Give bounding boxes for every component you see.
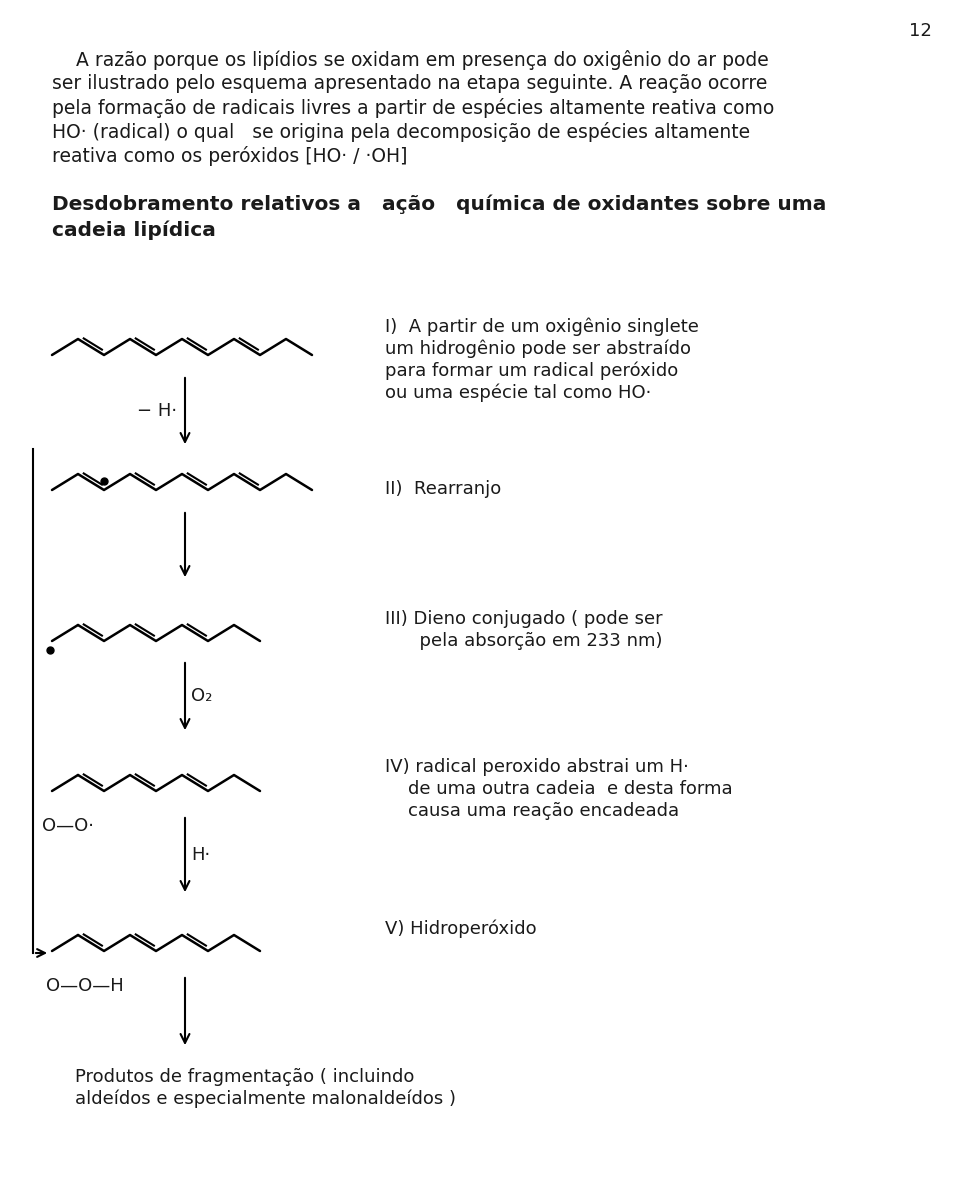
Text: A razão porque os lipídios se oxidam em presença do oxigênio do ar pode: A razão porque os lipídios se oxidam em … bbox=[52, 50, 769, 70]
Text: 12: 12 bbox=[908, 22, 931, 40]
Text: ser ilustrado pelo esquema apresentado na etapa seguinte. A reação ocorre: ser ilustrado pelo esquema apresentado n… bbox=[52, 74, 767, 94]
Text: para formar um radical peróxido: para formar um radical peróxido bbox=[385, 361, 679, 380]
Text: pela formação de radicais livres a partir de espécies altamente reativa como: pela formação de radicais livres a parti… bbox=[52, 98, 775, 118]
Text: causa uma reação encadeada: causa uma reação encadeada bbox=[385, 802, 679, 820]
Text: aldeídos e especialmente malonaldeídos ): aldeídos e especialmente malonaldeídos ) bbox=[75, 1090, 456, 1109]
Text: Desdobramento relativos a   ação   química de oxidantes sobre uma: Desdobramento relativos a ação química d… bbox=[52, 195, 827, 215]
Text: I)  A partir de um oxigênio singlete: I) A partir de um oxigênio singlete bbox=[385, 317, 699, 336]
Text: V) Hidroperóxido: V) Hidroperóxido bbox=[385, 920, 537, 939]
Text: − H·: − H· bbox=[137, 402, 177, 420]
Text: O—O—H: O—O—H bbox=[46, 977, 124, 995]
Text: Produtos de fragmentação ( incluindo: Produtos de fragmentação ( incluindo bbox=[75, 1068, 415, 1086]
Text: pela absorção em 233 nm): pela absorção em 233 nm) bbox=[385, 632, 662, 650]
Text: H·: H· bbox=[191, 846, 210, 864]
Text: ou uma espécie tal como HO·: ou uma espécie tal como HO· bbox=[385, 382, 652, 402]
Text: O—O·: O—O· bbox=[42, 817, 94, 835]
Text: HO· (radical) o qual   se origina pela decomposição de espécies altamente: HO· (radical) o qual se origina pela dec… bbox=[52, 122, 750, 141]
Text: O₂: O₂ bbox=[191, 687, 212, 705]
Text: III) Dieno conjugado ( pode ser: III) Dieno conjugado ( pode ser bbox=[385, 610, 662, 628]
Text: um hidrogênio pode ser abstraído: um hidrogênio pode ser abstraído bbox=[385, 339, 691, 357]
Text: cadeia lipídica: cadeia lipídica bbox=[52, 221, 216, 241]
Text: de uma outra cadeia  e desta forma: de uma outra cadeia e desta forma bbox=[385, 781, 732, 799]
Text: reativa como os peróxidos [HO· / ·OH]: reativa como os peróxidos [HO· / ·OH] bbox=[52, 146, 407, 165]
Text: IV) radical peroxido abstrai um H·: IV) radical peroxido abstrai um H· bbox=[385, 758, 689, 776]
Text: II)  Rearranjo: II) Rearranjo bbox=[385, 480, 501, 498]
